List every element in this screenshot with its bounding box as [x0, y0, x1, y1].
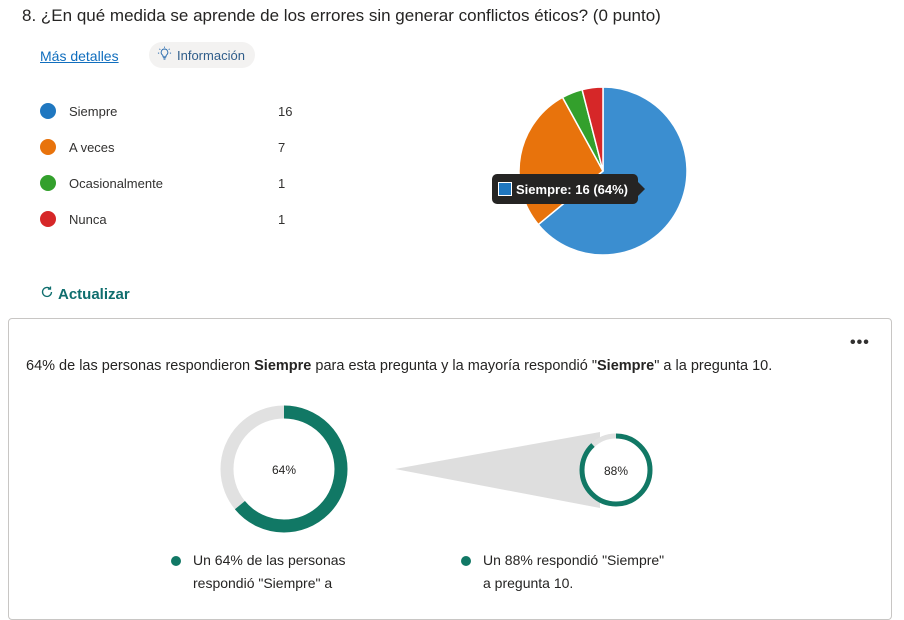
bullet-right-line: Un 88% respondió "Siempre" [483, 552, 665, 568]
donut-primary-svg: 64% [220, 405, 348, 533]
more-details-link[interactable]: Más detalles [40, 48, 119, 64]
question-number: 8. [22, 6, 37, 25]
pie-chart[interactable] [518, 84, 688, 258]
legend-color-dot [40, 211, 56, 227]
info-label: Información [177, 47, 245, 63]
legend-count: 7 [278, 140, 286, 155]
donut-secondary-label: 88% [604, 464, 628, 478]
legend-item: Ocasionalmente 1 [40, 173, 310, 209]
bullet-left-line: respondió "Siempre" a [193, 575, 333, 591]
bullet-right: Un 88% respondió "Siempre" a pregunta 10… [483, 549, 664, 595]
ellipsis-icon[interactable]: ••• [850, 334, 870, 351]
legend-item: Nunca 1 [40, 209, 310, 245]
donut-secondary: 88% [576, 430, 656, 510]
insight-highlight: Siempre [597, 358, 655, 374]
tooltip-swatch [498, 182, 512, 196]
question-text: ¿En qué medida se aprende de los errores… [40, 6, 661, 25]
refresh-icon [40, 285, 54, 303]
legend-label: Ocasionalmente [69, 176, 163, 191]
donut-primary-label: 64% [272, 463, 296, 477]
legend-color-dot [40, 175, 56, 191]
legend-label: Nunca [69, 212, 107, 227]
legend-color-dot [40, 139, 56, 155]
legend-item: A veces 7 [40, 137, 310, 173]
legend-count: 16 [278, 104, 293, 119]
bullet-dot [171, 556, 181, 566]
pie-slice-siempre[interactable] [537, 86, 688, 256]
chart-tooltip: Siempre: 16 (64%) [492, 174, 645, 204]
insight-highlight: Siempre [254, 358, 312, 374]
legend-label: A veces [69, 140, 115, 155]
info-button[interactable]: Información [149, 42, 255, 68]
pie-slice-nunca[interactable] [581, 86, 604, 172]
tooltip-text: Siempre: 16 (64%) [516, 181, 628, 197]
insight-text-part: " a la pregunta 10. [654, 358, 773, 374]
lightbulb-icon [157, 46, 172, 64]
question-title: 8. ¿En qué medida se aprende de los erro… [22, 6, 661, 26]
legend-color-dot [40, 103, 56, 119]
legend-count: 1 [278, 212, 286, 227]
tooltip-arrow [638, 182, 645, 196]
insight-text: 64% de las personas respondieron Siempre… [26, 358, 772, 374]
legend-item: Siempre 16 [40, 101, 310, 137]
refresh-button[interactable]: Actualizar [40, 285, 130, 303]
bullet-dot [461, 556, 471, 566]
insight-text-part: 64% de las personas respondieron [26, 358, 255, 374]
donut-primary: 64% [218, 403, 350, 535]
legend-label: Siempre [69, 104, 118, 119]
bullet-left-line: Un 64% de las personas [193, 552, 346, 568]
refresh-label: Actualizar [58, 285, 130, 303]
legend-count: 1 [278, 176, 286, 191]
bullet-left: Un 64% de las personas respondió "Siempr… [193, 549, 346, 595]
bullet-right-line: a pregunta 10. [483, 575, 574, 591]
pie-chart-svg [518, 86, 688, 256]
insight-text-part: para esta pregunta y la mayoría respondi… [311, 358, 598, 374]
donut-secondary-svg: 88% [579, 433, 653, 507]
chart-legend: Siempre 16 A veces 7 Ocasionalmente 1 Nu… [40, 101, 310, 245]
